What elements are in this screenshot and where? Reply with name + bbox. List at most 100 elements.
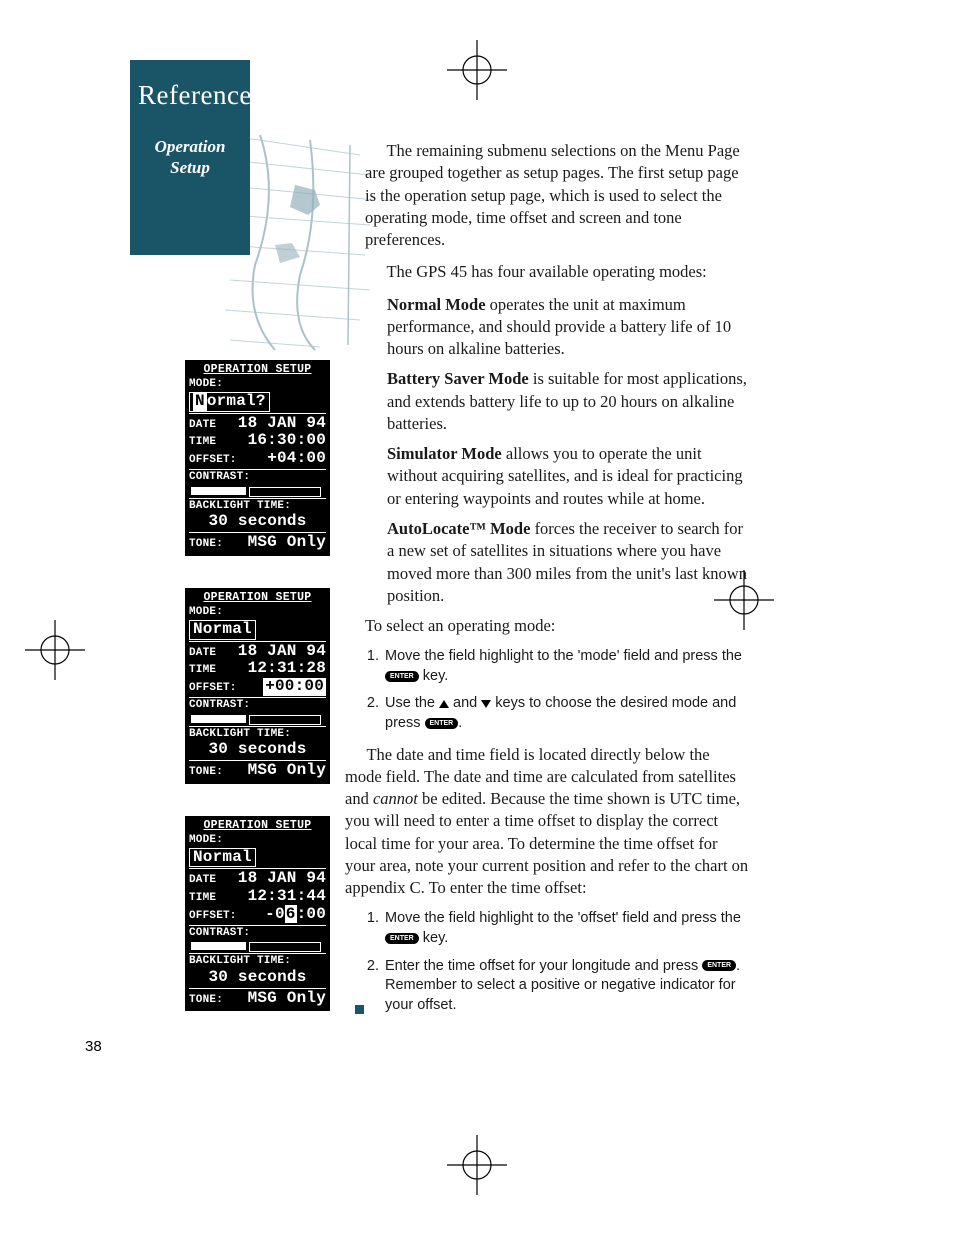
steps-time-offset: Move the field highlight to the 'offset'… — [383, 909, 750, 1015]
lcd-date-value: 18 JAN 94 — [238, 643, 326, 661]
lcd-tone-value: MSG Only — [248, 534, 326, 552]
mode-name: AutoLocate™ Mode — [387, 519, 530, 538]
lcd-offset-cursor: 6 — [285, 905, 297, 923]
lcd-date-label: DATE — [189, 874, 216, 888]
lcd-header: OPERATION SETUP — [189, 363, 326, 377]
lcd-mode-text: Normal — [189, 848, 256, 868]
step-text: Enter the time offset for your longitude… — [385, 958, 702, 974]
select-mode-heading: To select an operating mode: — [365, 615, 750, 637]
sidebar-title: Reference — [138, 80, 242, 111]
mode-name: Battery Saver Mode — [387, 369, 529, 388]
enter-key-icon: ENTER — [385, 933, 419, 944]
crop-mark-top — [447, 40, 507, 100]
lcd-column: OPERATION SETUP MODE: Normal? DATE 18 JAN… — [185, 360, 330, 1043]
step-1: Move the field highlight to the 'mode' f… — [383, 647, 750, 686]
lcd-time-label: TIME — [189, 436, 216, 450]
paragraph-modes-lead: The GPS 45 has four available operating … — [365, 261, 750, 283]
lcd-screen-2: OPERATION SETUP MODE: Normal DATE 18 JAN … — [185, 588, 330, 784]
crop-mark-bottom — [447, 1135, 507, 1195]
step-text: key. — [419, 930, 449, 946]
step-text: and — [449, 695, 481, 711]
step-text: Move the field highlight to the 'mode' f… — [385, 648, 742, 664]
body-text: The remaining submenu selections on the … — [365, 140, 750, 1025]
lcd-time-value: 16:30:00 — [248, 432, 326, 450]
lcd-mode-rest: ormal? — [207, 392, 266, 410]
lcd-mode-label: MODE: — [189, 834, 326, 848]
mode-name: Simulator Mode — [387, 444, 502, 463]
lcd-contrast-bar — [191, 715, 246, 723]
lcd-offset-value: -06:00 — [265, 906, 326, 924]
mode-simulator: Simulator Mode allows you to operate the… — [387, 443, 750, 510]
lcd-backlight-value: 30 seconds — [189, 513, 326, 531]
lcd-date-value: 18 JAN 94 — [238, 870, 326, 888]
enter-key-icon: ENTER — [702, 960, 736, 971]
crop-mark-left — [25, 620, 85, 680]
mode-autolocate: AutoLocate™ Mode forces the receiver to … — [387, 518, 750, 607]
lcd-time-value: 12:31:28 — [248, 660, 326, 678]
lcd-offset-label: OFFSET: — [189, 910, 237, 924]
lcd-mode-value: Normal? — [189, 392, 326, 412]
lcd-time-label: TIME — [189, 664, 216, 678]
lcd-tone-value: MSG Only — [248, 762, 326, 780]
lcd-offset-label: OFFSET: — [189, 454, 237, 468]
enter-key-icon: ENTER — [425, 718, 459, 729]
lcd-date-label: DATE — [189, 647, 216, 661]
section-marker — [355, 1005, 364, 1014]
mode-battery-saver: Battery Saver Mode is suitable for most … — [387, 368, 750, 435]
lcd-header: OPERATION SETUP — [189, 819, 326, 833]
lcd-contrast-label: CONTRAST: — [189, 699, 326, 713]
lcd-backlight-value: 30 seconds — [189, 969, 326, 987]
lcd-mode-cursor: N — [193, 393, 207, 411]
up-arrow-icon — [439, 700, 449, 708]
lcd-offset-value: +00:00 — [263, 678, 326, 696]
sidebar: Reference Operation Setup — [130, 60, 250, 255]
lcd-contrast-bar — [191, 487, 246, 495]
lcd-offset-value: +04:00 — [267, 450, 326, 468]
lcd-offset-pre: -0 — [265, 905, 285, 923]
step-2: Use the and keys to choose the desired m… — [383, 694, 750, 733]
lcd-backlight-label: BACKLIGHT TIME: — [189, 955, 326, 969]
step-text: key. — [419, 668, 449, 684]
lcd-offset-post: :00 — [297, 905, 326, 923]
sidebar-sub-2: Setup — [170, 158, 210, 177]
lcd-contrast-bar — [191, 942, 246, 950]
lcd-mode-label: MODE: — [189, 378, 326, 392]
step-text: Use the — [385, 695, 439, 711]
mode-normal: Normal Mode operates the unit at maximum… — [387, 294, 750, 361]
sidebar-sub-1: Operation — [155, 137, 226, 156]
lcd-screen-1: OPERATION SETUP MODE: Normal? DATE 18 JAN… — [185, 360, 330, 556]
lcd-tone-label: TONE: — [189, 766, 223, 780]
lcd-tone-label: TONE: — [189, 538, 223, 552]
lcd-backlight-value: 30 seconds — [189, 741, 326, 759]
lcd-offset-label: OFFSET: — [189, 682, 237, 696]
lcd-screen-3: OPERATION SETUP MODE: Normal DATE 18 JAN … — [185, 816, 330, 1012]
mode-name: Normal Mode — [387, 295, 486, 314]
lcd-mode-value: Normal — [189, 848, 326, 868]
lcd-contrast-label: CONTRAST: — [189, 471, 326, 485]
lcd-mode-text: Normal — [189, 620, 256, 640]
lcd-contrast-label: CONTRAST: — [189, 927, 326, 941]
p3-em: cannot — [373, 789, 418, 808]
enter-key-icon: ENTER — [385, 671, 419, 682]
down-arrow-icon — [481, 700, 491, 708]
step-2: Enter the time offset for your longitude… — [383, 957, 750, 1016]
page-number: 38 — [85, 1038, 102, 1055]
step-text: Move the field highlight to the 'offset'… — [385, 910, 741, 926]
lcd-backlight-label: BACKLIGHT TIME: — [189, 728, 326, 742]
lcd-tone-value: MSG Only — [248, 990, 326, 1008]
paragraph-datetime: The date and time field is located direc… — [345, 744, 750, 900]
lcd-time-label: TIME — [189, 892, 216, 906]
lcd-mode-value: Normal — [189, 620, 326, 640]
lcd-tone-label: TONE: — [189, 994, 223, 1008]
paragraph-intro: The remaining submenu selections on the … — [365, 140, 750, 251]
sidebar-subtitle: Operation Setup — [138, 136, 242, 179]
lcd-date-value: 18 JAN 94 — [238, 415, 326, 433]
step-1: Move the field highlight to the 'offset'… — [383, 909, 750, 948]
lcd-time-value: 12:31:44 — [248, 888, 326, 906]
step-text: . — [458, 715, 462, 731]
steps-select-mode: Move the field highlight to the 'mode' f… — [383, 647, 750, 733]
lcd-date-label: DATE — [189, 419, 216, 433]
lcd-header: OPERATION SETUP — [189, 591, 326, 605]
lcd-mode-label: MODE: — [189, 606, 326, 620]
lcd-backlight-label: BACKLIGHT TIME: — [189, 500, 326, 514]
